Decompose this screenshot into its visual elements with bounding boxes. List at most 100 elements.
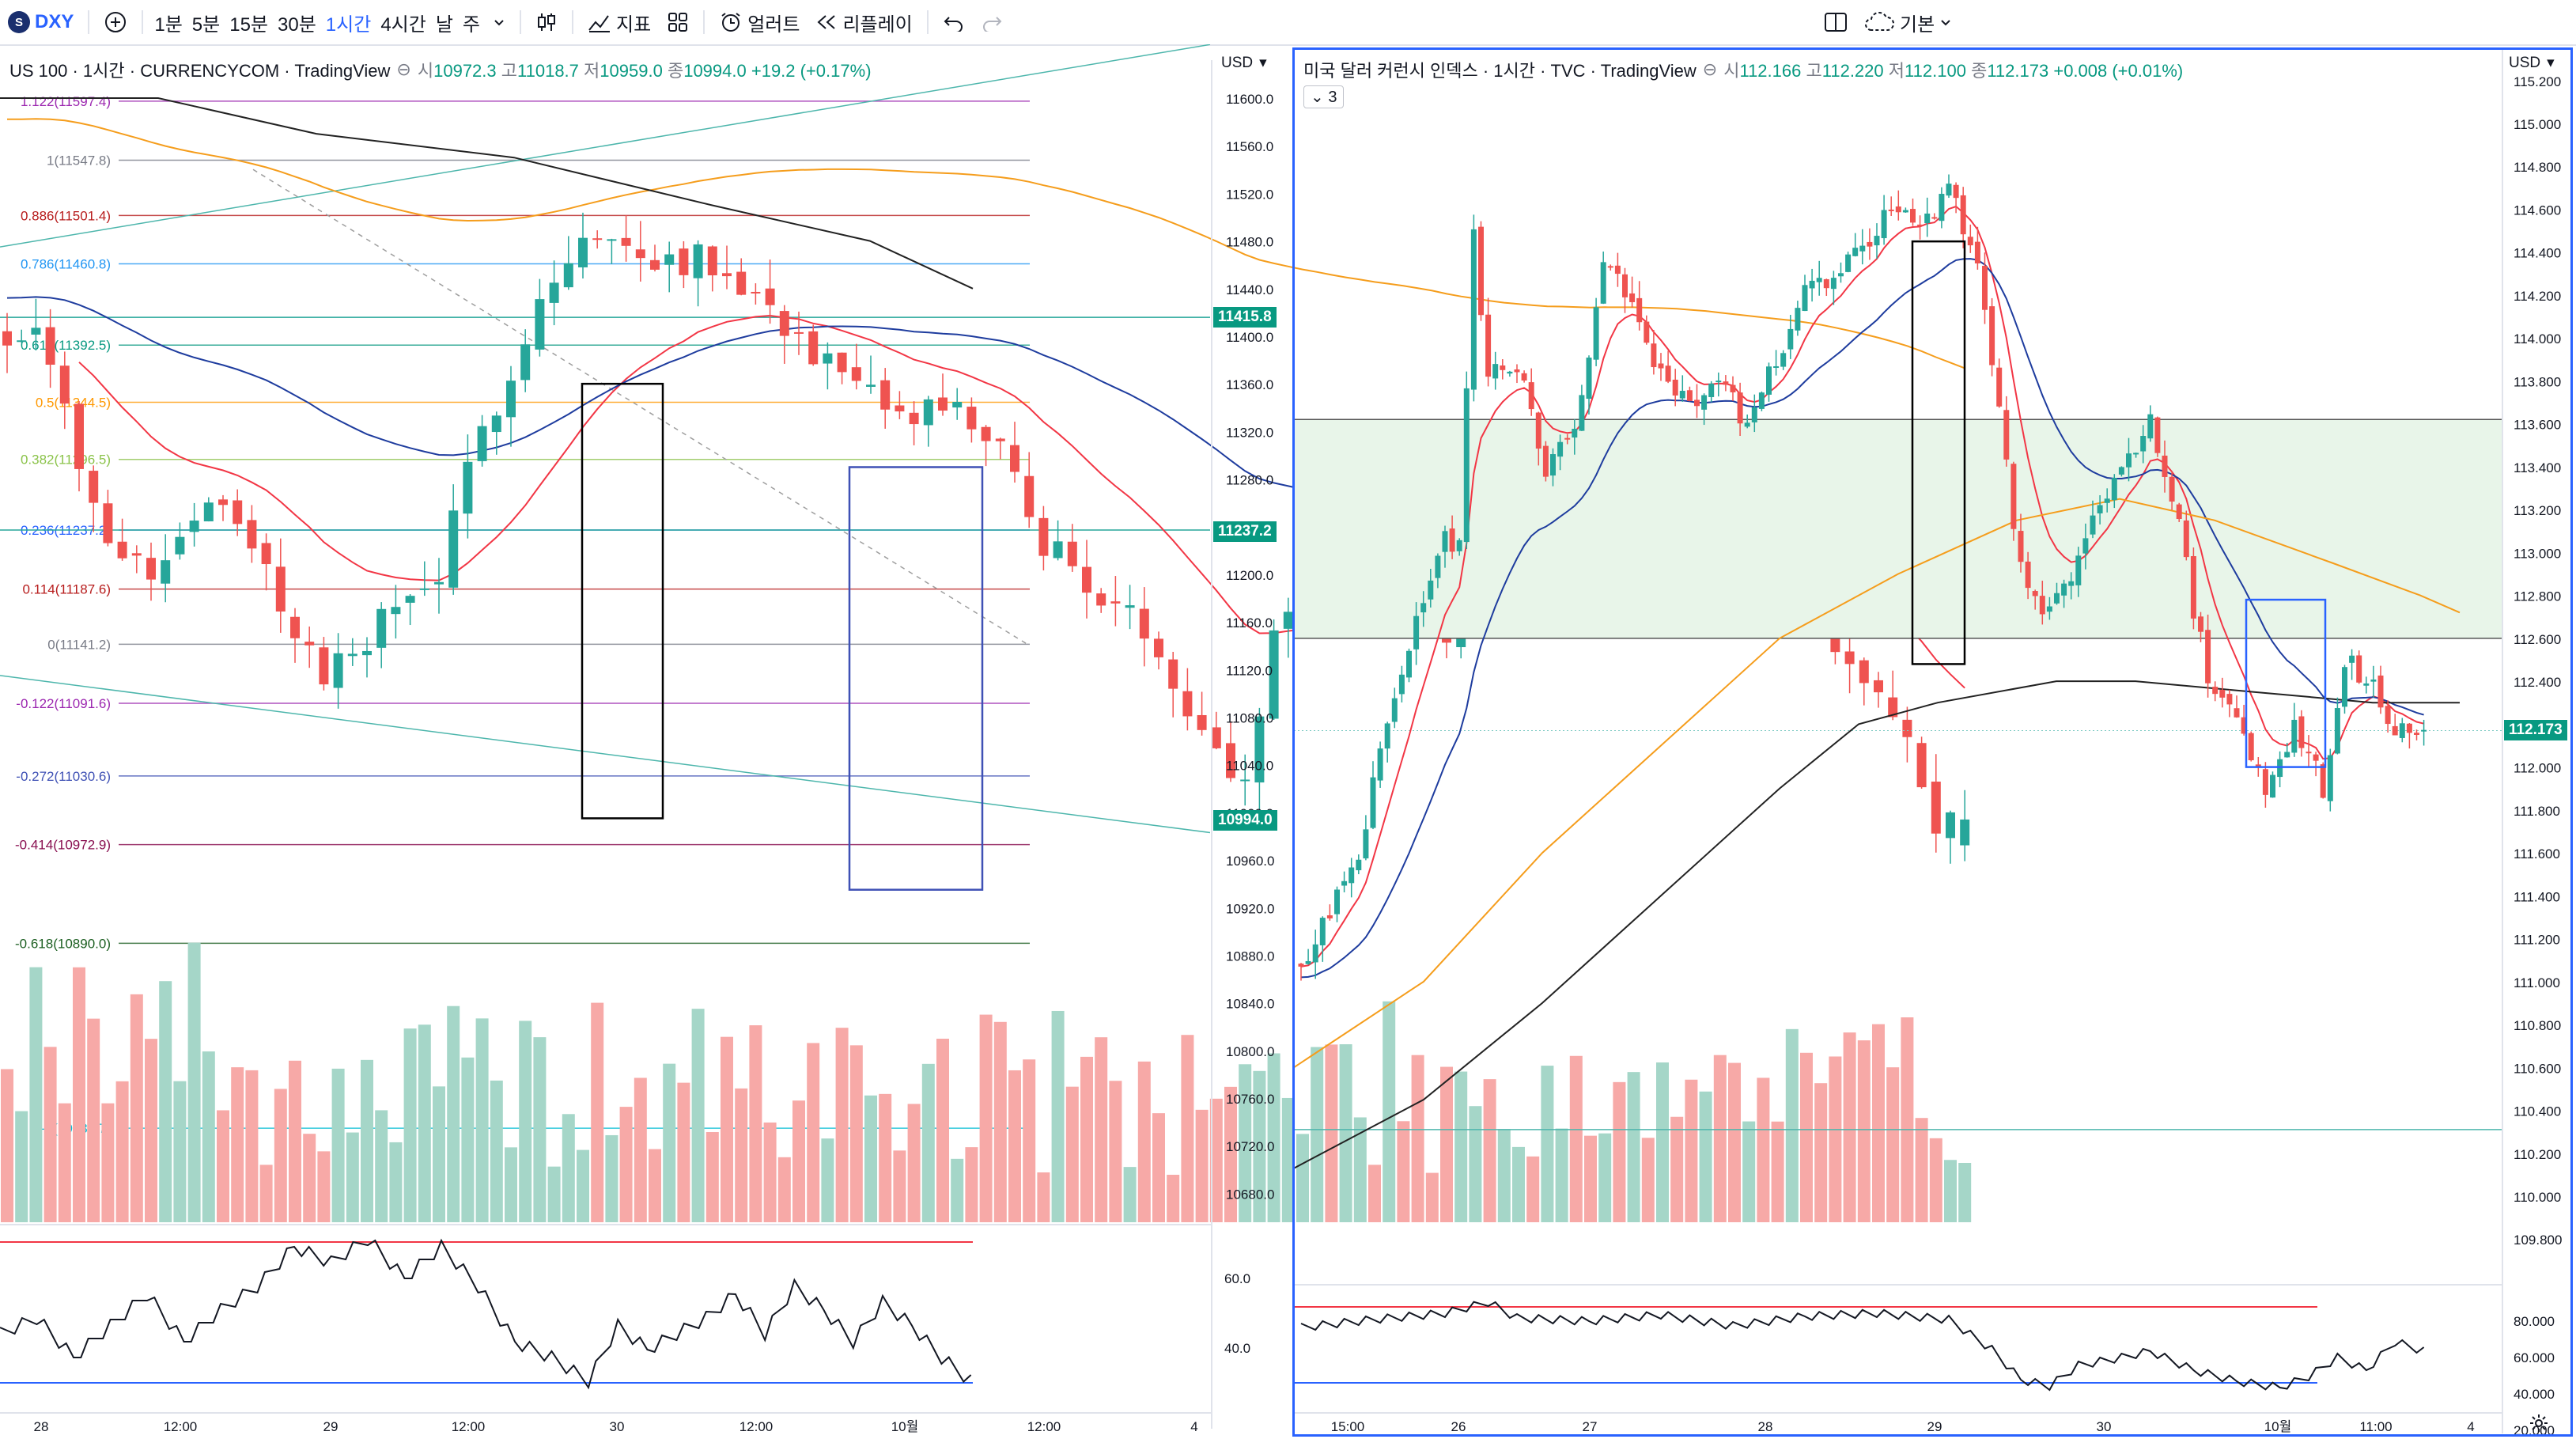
left-volume-bar-1 bbox=[15, 1111, 28, 1222]
replay-button[interactable]: 리플레이 bbox=[815, 9, 913, 36]
timeframe-6[interactable]: 날 bbox=[435, 13, 453, 36]
blue-box-annotation-left bbox=[848, 466, 984, 891]
right-candle-body-70 bbox=[1802, 285, 1808, 312]
right-candle-body-116 bbox=[2133, 453, 2139, 455]
right-candle-body-100 bbox=[2018, 531, 2024, 562]
left-volume-bar-48 bbox=[691, 1009, 705, 1222]
left-candle-body-61 bbox=[880, 380, 891, 410]
right-ohlc: 시112.166 고112.220 저112.100 종112.173 +0.0… bbox=[1723, 57, 2183, 82]
timeframe-0[interactable]: 1분 bbox=[154, 13, 183, 36]
ohlc-close: 10994.0 bbox=[683, 61, 747, 81]
left-volume-bar-8 bbox=[115, 1081, 129, 1222]
legend-collapse-icon[interactable]: ⊖ bbox=[1702, 59, 1718, 79]
timeframe-4[interactable]: 1시간 bbox=[325, 13, 372, 36]
left-axis-label-12: 11120.0 bbox=[1226, 663, 1273, 678]
left-candle-body-32 bbox=[463, 461, 473, 514]
right-candle-body-112 bbox=[2104, 498, 2110, 503]
left-axis-label-22: 10720.0 bbox=[1226, 1139, 1274, 1154]
right-chart-title[interactable]: 미국 달러 커런시 인덱스 · 1시간 · TVC · TradingView bbox=[1303, 61, 1697, 81]
left-volume-bar-119 bbox=[1713, 1055, 1727, 1222]
left-candle-body-13 bbox=[189, 521, 199, 532]
left-time-label-2: 29 bbox=[323, 1419, 339, 1434]
alert-button[interactable]: 얼러트 bbox=[719, 9, 800, 36]
right-candle-body-135 bbox=[2270, 774, 2275, 798]
chart-settings-button[interactable] bbox=[2529, 1413, 2549, 1437]
cloud-layout-button[interactable]: 기본 bbox=[1863, 9, 1952, 36]
left-volume-bar-21 bbox=[303, 1134, 316, 1222]
left-volume-bar-64 bbox=[921, 1063, 935, 1222]
right-candle-body-73 bbox=[1823, 278, 1829, 289]
timeframe-7[interactable]: 주 bbox=[462, 13, 481, 36]
left-candle-body-38 bbox=[549, 282, 559, 303]
indicator-count-toggle[interactable]: ⌄ 3 bbox=[1303, 85, 1345, 108]
left-candle-body-10 bbox=[146, 558, 156, 580]
redo-button[interactable] bbox=[981, 13, 1003, 32]
timeframe-5[interactable]: 4시간 bbox=[380, 13, 426, 36]
left-price-tag-b: 11237.2 bbox=[1213, 521, 1277, 542]
timeframe-2[interactable]: 15분 bbox=[229, 13, 269, 36]
layouts-button[interactable] bbox=[667, 11, 689, 33]
split-layout-button[interactable] bbox=[1824, 11, 1848, 33]
fib-label-3: 0.786(11460.8) bbox=[21, 256, 111, 271]
left-volume-bar-123 bbox=[1771, 1121, 1784, 1222]
cloud-icon bbox=[1865, 11, 1895, 31]
left-axis-label-21: 10760.0 bbox=[1226, 1092, 1274, 1107]
left-candle-body-53 bbox=[765, 288, 775, 305]
left-candle-body-29 bbox=[419, 588, 429, 590]
timeframe-1[interactable]: 5분 bbox=[191, 13, 221, 36]
left-candle-body-1 bbox=[17, 340, 27, 343]
left-candle-body-88 bbox=[1269, 630, 1279, 719]
left-volume-bar-127 bbox=[1829, 1056, 1842, 1222]
left-volume-bar-35 bbox=[505, 1147, 517, 1222]
right-axis-label-22: 110.800 bbox=[2514, 1018, 2561, 1033]
right-rsi-label-2: 40.000 bbox=[2514, 1387, 2555, 1402]
left-currency-label[interactable]: USD ▾ bbox=[1221, 54, 1267, 72]
timeframe-dropdown[interactable] bbox=[493, 16, 505, 28]
right-candle-body-99 bbox=[2010, 464, 2017, 529]
right-time-label-2: 27 bbox=[1583, 1419, 1598, 1434]
right-candle-body-124 bbox=[2190, 556, 2196, 619]
left-volume-bar-124 bbox=[1785, 1028, 1799, 1222]
left-volume-bar-19 bbox=[274, 1089, 287, 1222]
right-candle-body-94 bbox=[1974, 241, 1980, 263]
chart-type-button[interactable] bbox=[535, 11, 558, 33]
left-chart-title[interactable]: US 100 · 1시간 · CURRENCYCOM · TradingView bbox=[9, 61, 391, 81]
left-volume-bar-43 bbox=[619, 1107, 633, 1222]
indicators-button[interactable]: 지표 bbox=[588, 9, 651, 36]
undo-button[interactable] bbox=[943, 13, 965, 32]
left-volume-bar-16 bbox=[231, 1067, 244, 1222]
left-ema-200 bbox=[0, 97, 974, 290]
left-candle-body-52 bbox=[751, 291, 761, 293]
left-volume-bar-94 bbox=[1353, 1117, 1367, 1222]
alert-label: 얼러트 bbox=[747, 13, 800, 36]
left-candle-body-11 bbox=[161, 560, 171, 584]
right-candle-body-130 bbox=[2234, 708, 2240, 718]
left-candle-body-132 bbox=[1902, 719, 1912, 737]
symbol-search[interactable]: S DXY bbox=[8, 11, 74, 33]
left-volume-bar-23 bbox=[331, 1068, 345, 1222]
left-volume-bar-55 bbox=[792, 1100, 805, 1222]
candles-icon bbox=[538, 13, 556, 31]
right-candle-body-32 bbox=[1528, 382, 1534, 410]
timeframe-3[interactable]: 30분 bbox=[278, 13, 316, 36]
left-candle-body-80 bbox=[1154, 638, 1163, 657]
ohlc-close-label: 종 bbox=[1971, 61, 1988, 81]
right-axis-label-6: 114.000 bbox=[2514, 331, 2561, 346]
right-candle-body-3 bbox=[1319, 918, 1326, 945]
left-volume-bar-89 bbox=[1281, 1097, 1295, 1222]
right-candle-body-28 bbox=[1500, 365, 1506, 370]
right-candle-body-87 bbox=[1924, 213, 1931, 224]
right-candle-body-25 bbox=[1478, 226, 1484, 316]
compare-add-button[interactable] bbox=[104, 10, 127, 34]
fib-label-5: 0.5(11344.5) bbox=[36, 395, 111, 410]
right-currency-label[interactable]: USD ▾ bbox=[2509, 54, 2555, 72]
legend-collapse-icon[interactable]: ⊖ bbox=[396, 59, 411, 79]
left-volume-bar-6 bbox=[87, 1018, 100, 1222]
charts-canvas[interactable]: 1.122(11597.4) 1(11547.8) 0.886(11501.4) 0.… bbox=[0, 44, 2576, 1439]
left-candle-body-37 bbox=[535, 299, 545, 350]
left-volume-bar-51 bbox=[735, 1088, 748, 1222]
left-candle-body-71 bbox=[1024, 475, 1035, 517]
left-volume-bar-69 bbox=[993, 1021, 1007, 1222]
ohlc-low-label: 저 bbox=[584, 61, 600, 81]
left-volume-bar-103 bbox=[1483, 1079, 1496, 1222]
